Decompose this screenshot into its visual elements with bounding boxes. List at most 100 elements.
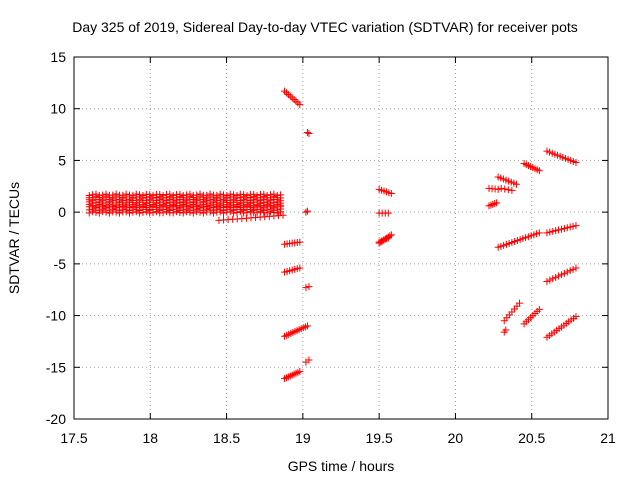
- data-point: [543, 229, 551, 237]
- data-point: [216, 190, 224, 198]
- x-axis-label: GPS time / hours: [288, 458, 395, 474]
- data-point: [296, 367, 304, 375]
- data-point: [552, 227, 560, 235]
- data-point: [288, 94, 296, 102]
- data-point: [512, 180, 520, 188]
- data-point: [220, 191, 228, 199]
- data-point: [555, 272, 563, 280]
- y-tick-label: 15: [50, 49, 66, 65]
- data-point: [557, 225, 565, 233]
- data-point: [572, 158, 580, 166]
- data-point: [146, 191, 154, 199]
- data-point: [294, 99, 302, 107]
- data-point: [279, 211, 287, 219]
- data-point: [549, 275, 557, 283]
- data-point: [284, 90, 292, 98]
- data-point: [223, 191, 231, 199]
- data-point: [92, 190, 100, 198]
- data-point: [277, 191, 285, 199]
- y-tick-label: 5: [58, 152, 66, 168]
- data-point: [563, 224, 571, 232]
- data-point: [569, 222, 577, 230]
- data-point: [305, 130, 313, 138]
- data-point: [286, 92, 294, 100]
- data-point: [281, 87, 289, 95]
- y-tick-label: -20: [46, 411, 66, 427]
- data-point: [494, 185, 502, 193]
- x-tick-label: 21: [600, 430, 616, 446]
- y-tick-label: -15: [46, 359, 66, 375]
- data-point: [267, 191, 275, 199]
- data-point: [555, 226, 563, 234]
- data-point: [196, 190, 204, 198]
- data-point: [384, 234, 392, 242]
- data-point: [543, 277, 551, 285]
- data-point: [122, 190, 130, 198]
- data-point: [183, 191, 191, 199]
- data-point: [206, 190, 214, 198]
- data-point: [260, 190, 268, 198]
- data-point: [139, 192, 147, 200]
- data-point: [489, 200, 497, 208]
- data-point: [99, 191, 107, 199]
- data-point: [563, 268, 571, 276]
- data-point: [387, 190, 395, 198]
- data-point: [282, 89, 290, 97]
- data-point: [176, 190, 184, 198]
- data-point: [292, 97, 300, 105]
- y-tick-label: 0: [58, 204, 66, 220]
- data-point: [270, 190, 278, 198]
- data-point: [112, 190, 120, 198]
- chart-title: Day 325 of 2019, Sidereal Day-to-day VTE…: [72, 19, 578, 35]
- data-point: [303, 129, 311, 137]
- x-tick-label: 18.5: [213, 430, 240, 446]
- data-point: [546, 276, 554, 284]
- x-tick-label: 20: [448, 430, 464, 446]
- data-point: [119, 191, 127, 199]
- data-point: [305, 356, 313, 364]
- data-point: [535, 229, 543, 237]
- data-point: [549, 227, 557, 235]
- data-point: [508, 186, 516, 194]
- data-point: [387, 231, 395, 239]
- data-point: [497, 184, 505, 192]
- data-point: [572, 264, 580, 272]
- data-point: [560, 269, 568, 277]
- data-point: [296, 101, 304, 109]
- plot-frame: [73, 56, 609, 420]
- data-point: [384, 209, 392, 217]
- data-point: [240, 191, 248, 199]
- data-point: [109, 191, 117, 199]
- data-point: [102, 190, 110, 198]
- data-point: [129, 191, 137, 199]
- axis-ticks: 17.5 18 18.5 19 19.5 20 20.5 21 -20 -15 -10 -5 0 5 10 1…: [46, 49, 616, 446]
- data-point: [233, 192, 241, 200]
- data-point: [166, 190, 174, 198]
- x-tick-label: 20.5: [518, 430, 545, 446]
- data-point: [156, 190, 164, 198]
- data-point: [501, 185, 509, 193]
- data-point: [305, 283, 313, 291]
- data-points: [85, 87, 580, 383]
- data-point: [502, 326, 510, 334]
- data-point: [302, 284, 310, 292]
- data-point: [136, 191, 144, 199]
- data-point: [302, 208, 310, 216]
- data-point: [303, 322, 311, 330]
- data-point: [193, 191, 201, 199]
- y-axis-label: SDTVAR / TECUs: [6, 182, 22, 294]
- y-tick-label: 10: [50, 101, 66, 117]
- y-tick-label: -5: [54, 256, 67, 272]
- data-point: [296, 238, 304, 246]
- data-point: [230, 191, 238, 199]
- data-point: [546, 228, 554, 236]
- x-tick-label: 19: [295, 430, 311, 446]
- data-point: [250, 190, 258, 198]
- data-point: [303, 207, 311, 215]
- data-point: [569, 265, 577, 273]
- data-point: [186, 190, 194, 198]
- data-point: [552, 273, 560, 281]
- data-point: [493, 199, 501, 207]
- data-point: [566, 267, 574, 275]
